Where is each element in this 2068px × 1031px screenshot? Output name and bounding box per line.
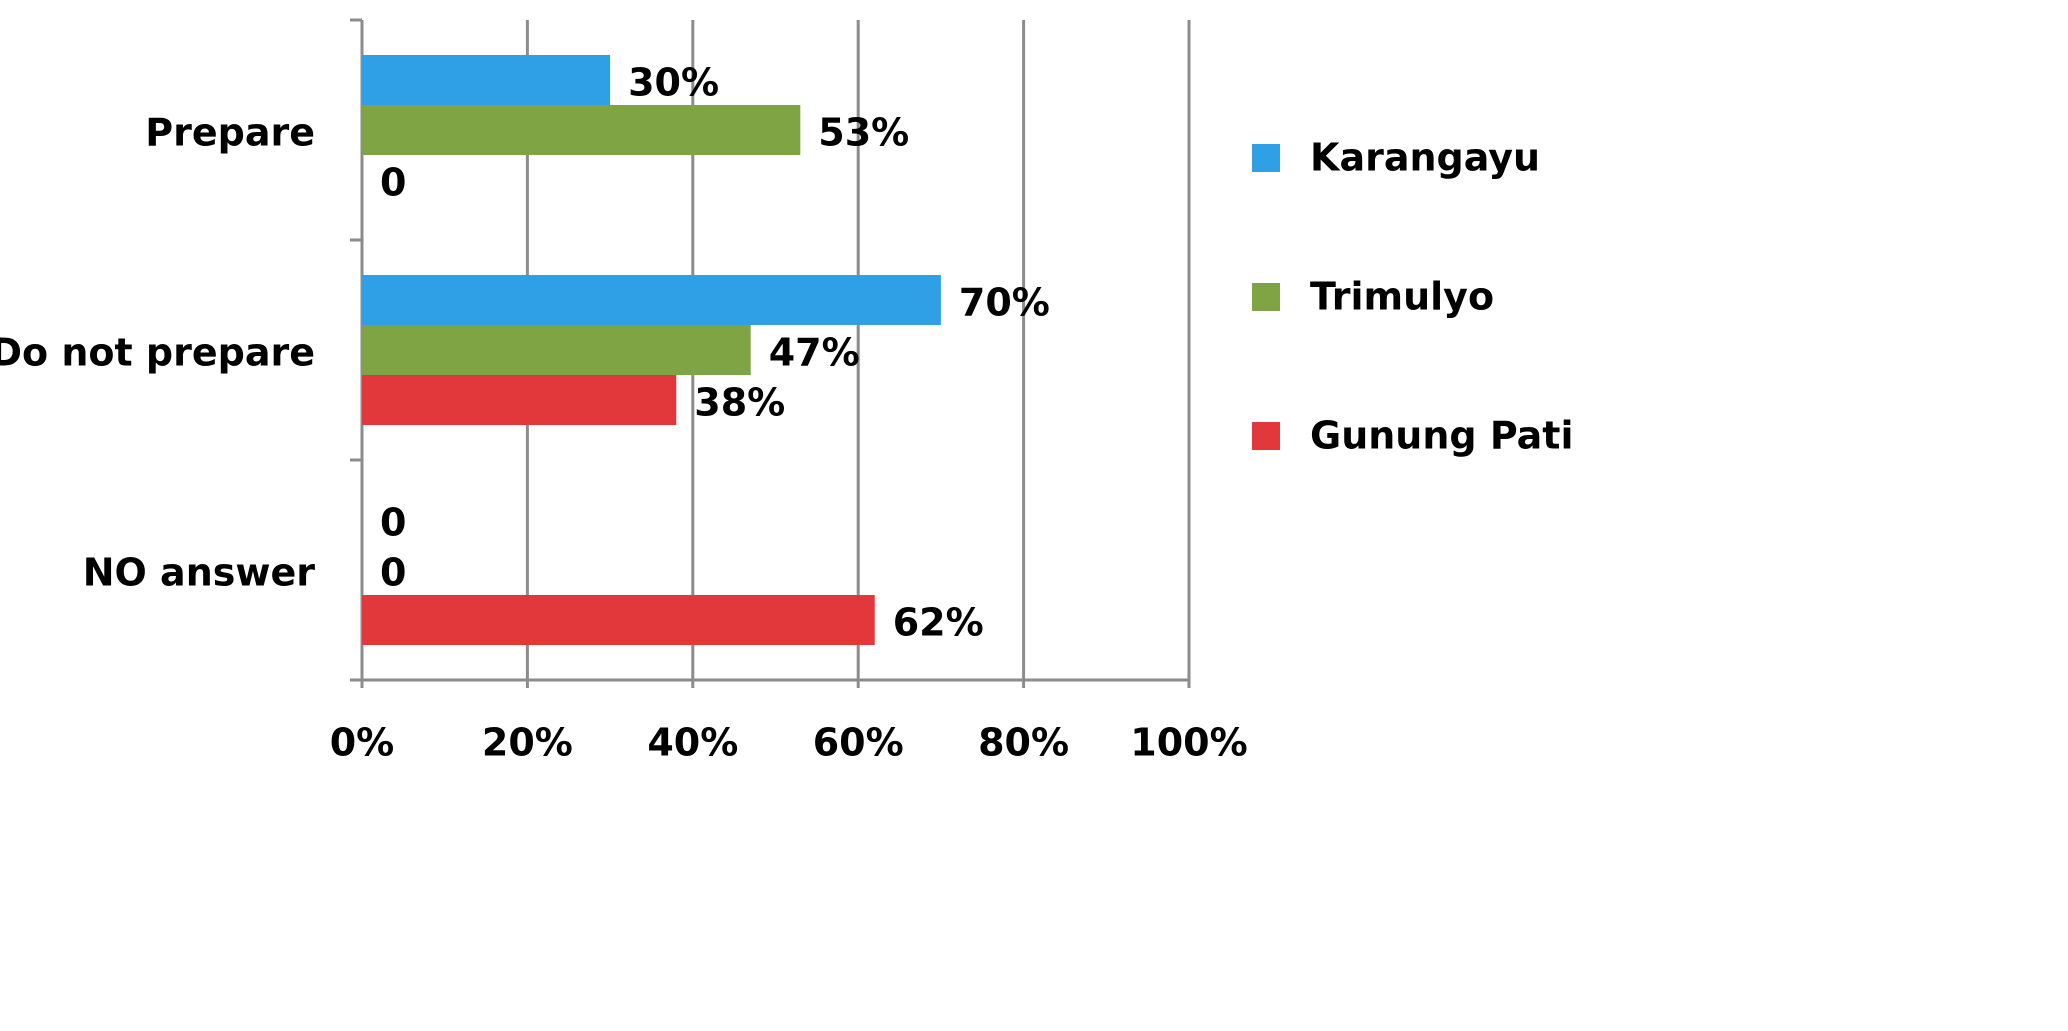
y-tick-label: Do not prepare — [0, 331, 315, 375]
legend-label: Karangayu — [1310, 136, 1540, 180]
bar — [362, 105, 801, 155]
value-label: 70% — [959, 281, 1050, 325]
bar — [362, 375, 677, 425]
value-label: 0 — [380, 551, 406, 595]
bar — [362, 325, 751, 375]
y-tick-label: Prepare — [145, 111, 315, 155]
legend-swatch — [1252, 422, 1280, 450]
bar — [362, 55, 611, 105]
legend-label: Gunung Pati — [1310, 414, 1574, 458]
x-tick-label: 100% — [1130, 721, 1247, 765]
value-label: 0 — [380, 501, 406, 545]
legend-label: Trimulyo — [1310, 275, 1494, 319]
x-tick-label: 20% — [482, 721, 573, 765]
value-label: 53% — [818, 111, 909, 155]
value-label: 47% — [769, 331, 860, 375]
legend-swatch — [1252, 283, 1280, 311]
x-tick-label: 0% — [330, 721, 395, 765]
value-label: 62% — [893, 601, 984, 645]
bar — [362, 275, 941, 325]
x-tick-label: 60% — [813, 721, 904, 765]
value-label: 0 — [380, 161, 406, 205]
value-label: 38% — [694, 381, 785, 425]
legend-swatch — [1252, 144, 1280, 172]
x-tick-label: 80% — [978, 721, 1069, 765]
bar — [362, 595, 875, 645]
value-label: 30% — [628, 61, 719, 105]
x-tick-label: 40% — [647, 721, 738, 765]
y-tick-label: NO answer — [83, 551, 316, 595]
